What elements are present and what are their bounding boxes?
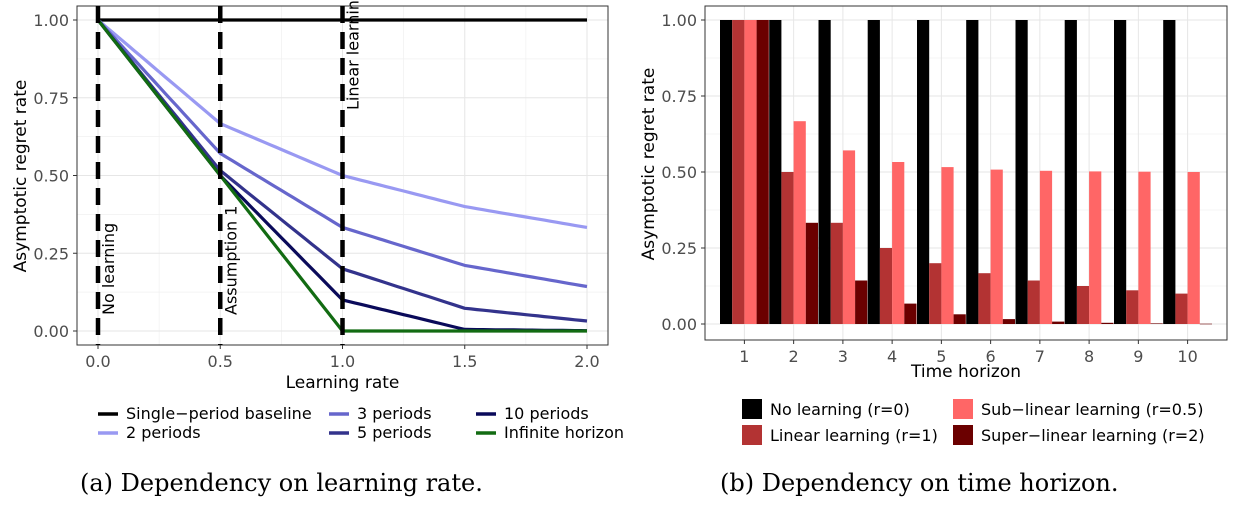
plot-border [704, 5, 1228, 341]
legend-label: 10 periods [504, 404, 589, 423]
bar-3 [953, 314, 966, 324]
annotation-label: Linear learning [344, 0, 363, 110]
y-tick-label: 1.00 [33, 11, 69, 30]
bar-2 [1039, 170, 1053, 324]
bar-0 [720, 20, 733, 324]
y-tick-label: 0.75 [33, 89, 69, 108]
legend-key [742, 425, 762, 445]
bar-0 [917, 20, 930, 324]
x-tick-label: 9 [1133, 347, 1143, 366]
bar-2 [941, 167, 954, 324]
y-tick-label: 0.00 [661, 315, 697, 334]
legend-label: 2 periods [126, 423, 201, 442]
legend-label: 3 periods [357, 404, 432, 423]
x-tick-label: 5 [936, 347, 946, 366]
annotation-label: No learning [99, 223, 118, 315]
y-tick-label: 0.25 [33, 244, 69, 263]
bar-2 [793, 121, 806, 324]
x-tick-label: 1.5 [452, 352, 477, 371]
legend-label: Single−period baseline [126, 404, 312, 423]
x-tick-label: 8 [1084, 347, 1094, 366]
y-tick-label: 0.75 [661, 87, 697, 106]
bar-2 [842, 150, 856, 324]
x-tick-label: 7 [1035, 347, 1045, 366]
annotation-label: Assumption 1 [221, 206, 240, 315]
bar-1 [1175, 293, 1188, 324]
bar-0 [867, 20, 880, 324]
x-tick-label: 0.0 [85, 352, 110, 371]
bar-1 [1027, 280, 1040, 324]
bar-2 [1187, 172, 1200, 324]
x-tick-label: 2.0 [574, 352, 599, 371]
bar-2 [990, 169, 1003, 324]
legend-label: 5 periods [357, 423, 432, 442]
bar-0 [1163, 20, 1176, 324]
legend-label: Sub−linear learning (r=0.5) [981, 400, 1203, 419]
caption: (a) Dependency on learning rate. [80, 469, 483, 497]
bar-2 [1089, 171, 1102, 324]
bar-0 [1114, 20, 1127, 324]
bar-0 [769, 20, 782, 324]
bar-3 [805, 222, 818, 324]
y-tick-label: 1.00 [661, 11, 697, 30]
bar-3 [855, 280, 868, 324]
bar-1 [781, 172, 794, 324]
bar-0 [1064, 20, 1077, 324]
y-tick-label: 0.00 [33, 322, 69, 341]
bar-1 [1076, 286, 1090, 324]
bar-1 [929, 263, 942, 324]
legend-key [953, 425, 973, 445]
x-tick-label: 4 [887, 347, 897, 366]
bar-3 [756, 20, 769, 324]
x-axis-title: Learning rate [286, 373, 400, 393]
bar-0 [1015, 20, 1028, 324]
legend-label: Super−linear learning (r=2) [981, 426, 1205, 445]
x-tick-label: 3 [838, 347, 848, 366]
bar-1 [732, 20, 745, 324]
bar-1 [1126, 290, 1139, 324]
x-tick-label: 0.5 [208, 352, 233, 371]
bar-1 [830, 222, 843, 324]
chart-time-horizon: 0.00 0.25 0.50 0.75 1.00 1 2 3 4 5 6 7 8 9 10 Time hori… [639, 5, 1228, 497]
caption: (b) Dependency on time horizon. [720, 469, 1119, 497]
bar-3 [1002, 319, 1015, 324]
legend-label: Infinite horizon [504, 423, 624, 442]
bar-3 [1101, 322, 1114, 324]
legend-label: No learning (r=0) [770, 400, 910, 419]
legend-label: Linear learning (r=1) [770, 426, 938, 445]
x-tick-label: 10 [1177, 347, 1197, 366]
bar-0 [818, 20, 831, 324]
bar-1 [978, 273, 991, 324]
legend-key [742, 399, 762, 419]
y-tick-label: 0.50 [33, 167, 69, 186]
y-tick-label: 0.25 [661, 239, 697, 258]
bar-2 [744, 20, 757, 324]
x-tick-label: 1 [739, 347, 749, 366]
y-axis-title: Asymptotic regret rate [639, 68, 659, 261]
bar-3 [1150, 323, 1163, 324]
x-tick-label: 2 [789, 347, 799, 366]
x-tick-label: 1.0 [330, 352, 355, 371]
x-axis-title: Time horizon [910, 362, 1021, 382]
bar-3 [1052, 321, 1065, 324]
y-axis-title: Asymptotic regret rate [11, 80, 31, 273]
chart-learning-rate: 0.00 0.25 0.50 0.75 1.00 0.0 0.5 1.0 1.5 2.0 No le… [11, 0, 624, 497]
y-tick-label: 0.50 [661, 163, 697, 182]
legend-key [953, 399, 973, 419]
bar-0 [966, 20, 979, 324]
bar-2 [892, 162, 905, 324]
x-tick-label: 6 [986, 347, 996, 366]
bar-3 [904, 303, 917, 324]
bar-2 [1138, 171, 1151, 324]
bar-1 [879, 248, 893, 324]
bar-3 [1199, 323, 1212, 325]
